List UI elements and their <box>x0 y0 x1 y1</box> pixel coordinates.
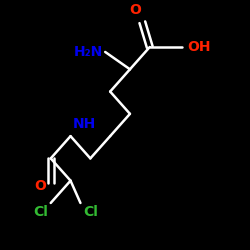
Text: H₂N: H₂N <box>74 45 103 59</box>
Text: O: O <box>34 179 46 193</box>
Text: NH: NH <box>73 117 96 131</box>
Text: Cl: Cl <box>34 206 48 220</box>
Text: OH: OH <box>187 40 210 54</box>
Text: O: O <box>129 3 141 17</box>
Text: Cl: Cl <box>83 206 98 220</box>
